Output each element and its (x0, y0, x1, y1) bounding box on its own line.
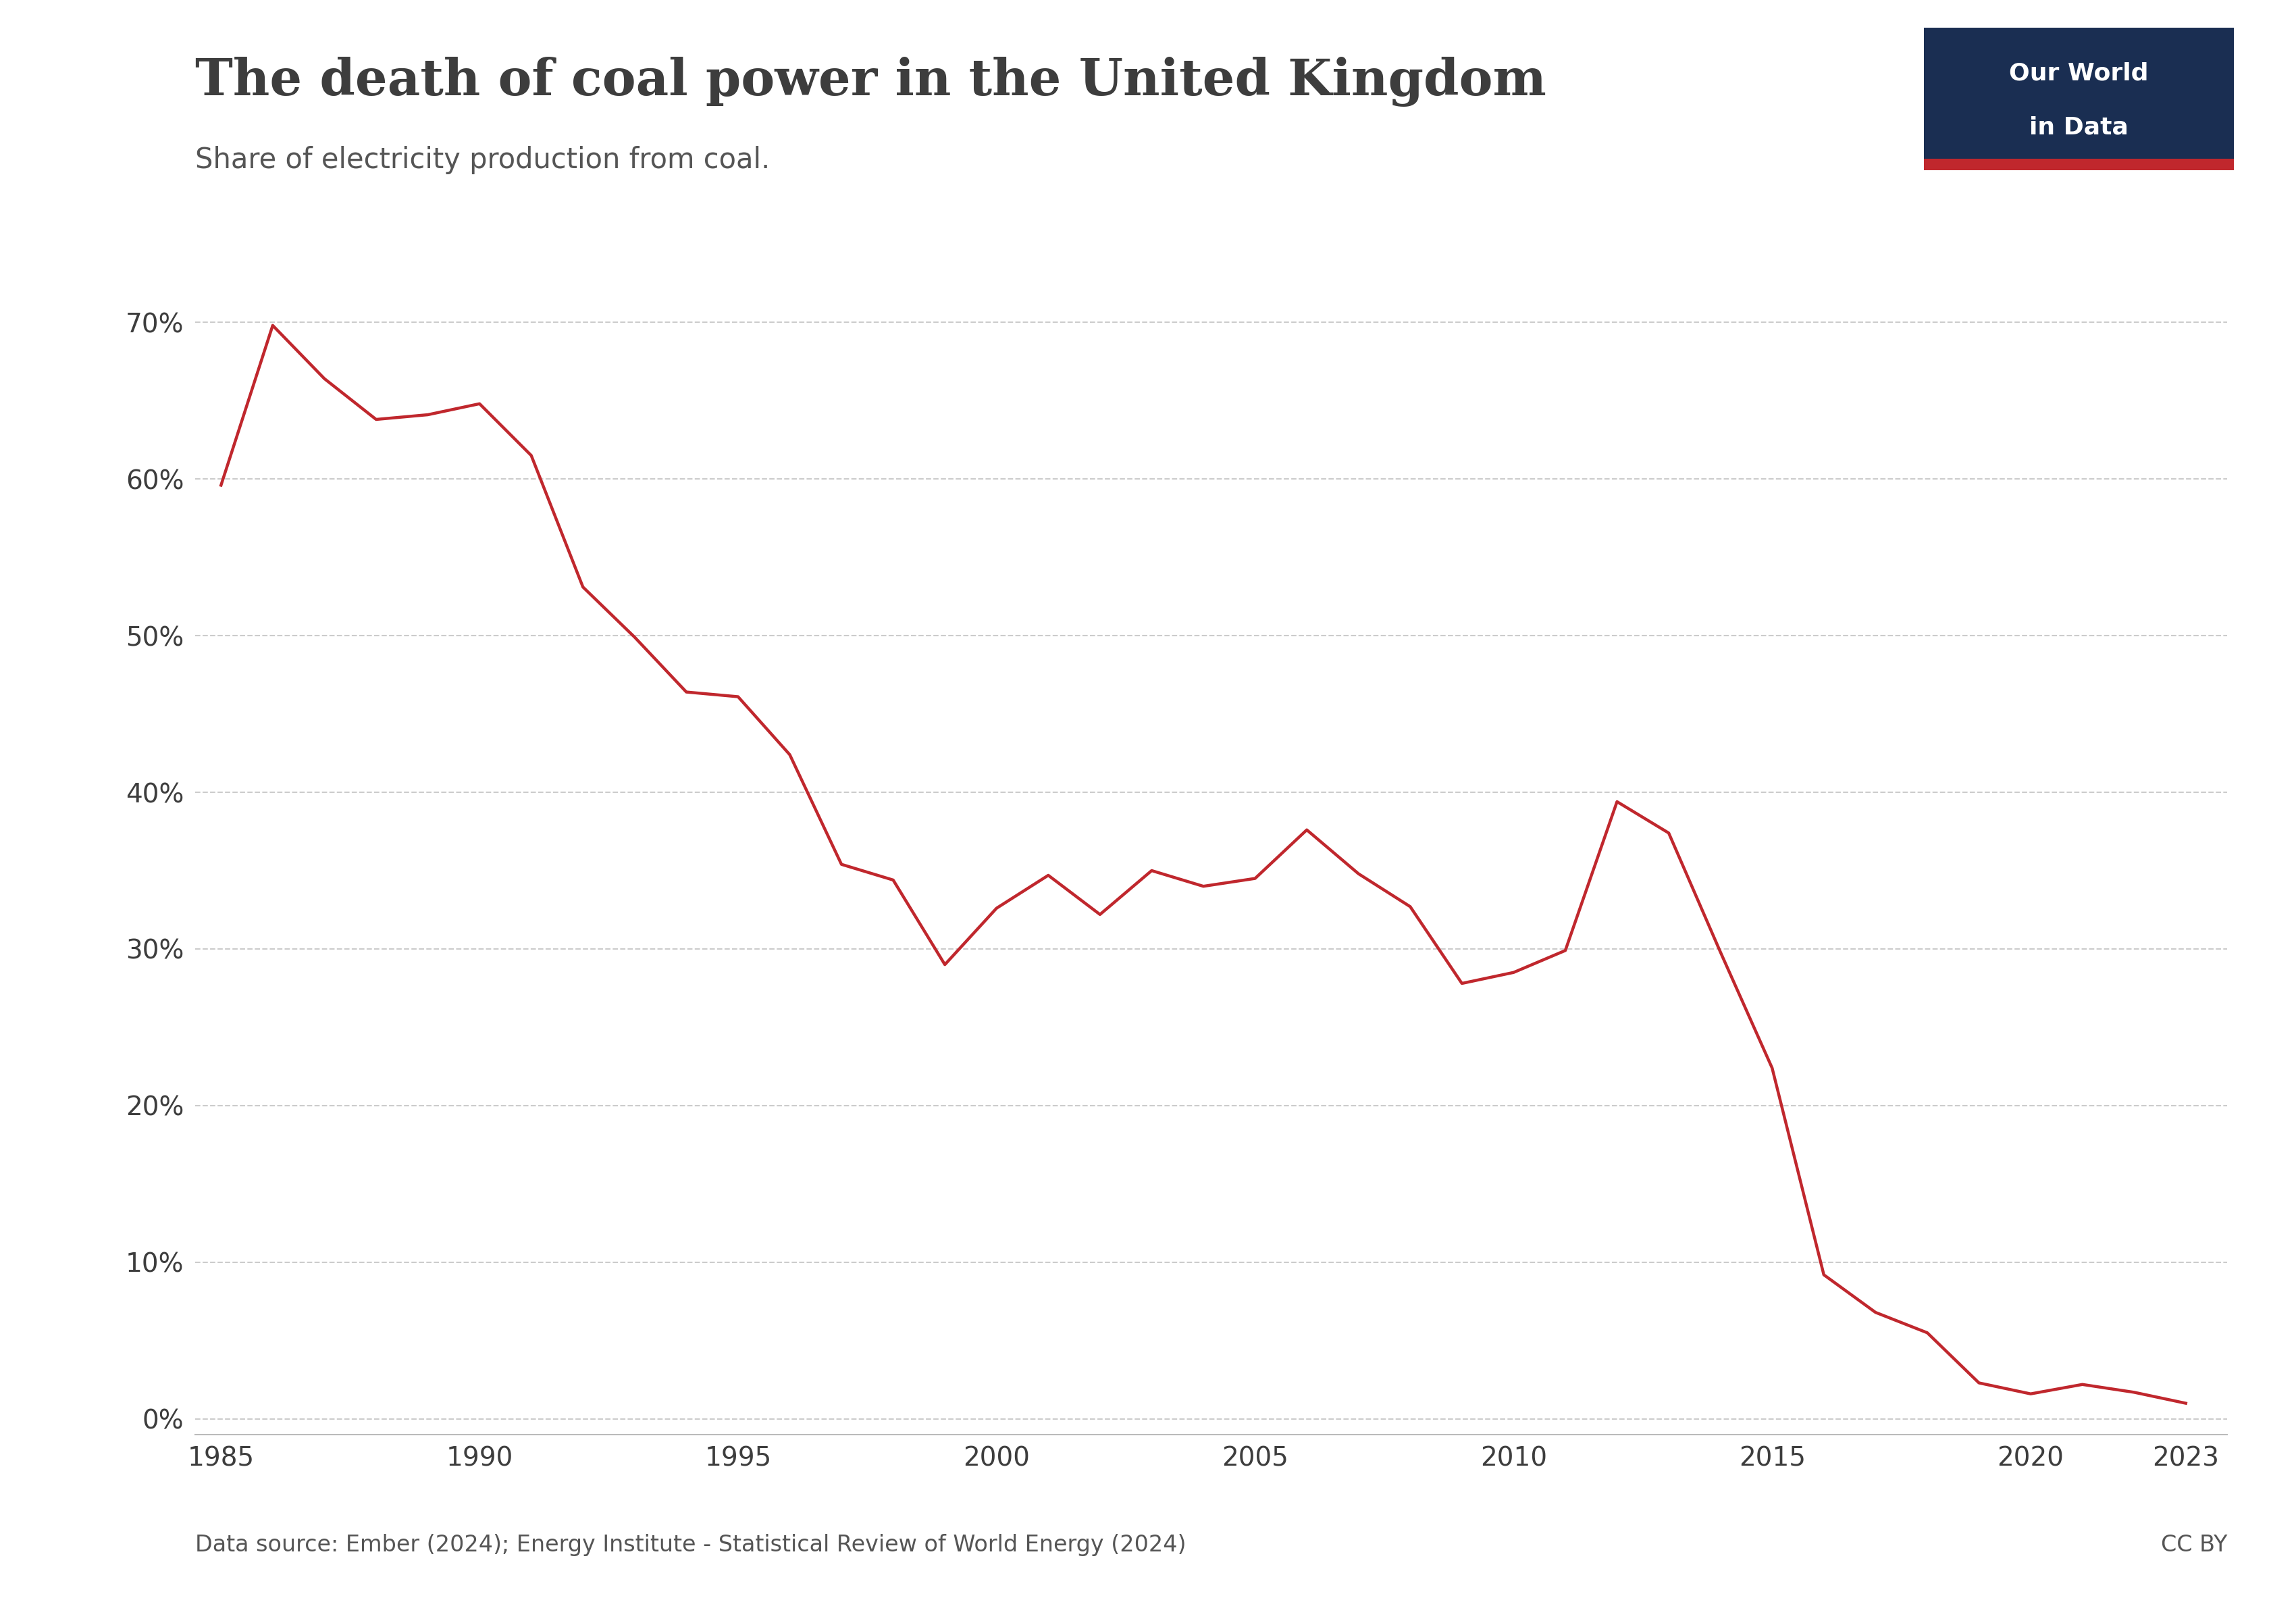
Text: CC BY: CC BY (2161, 1533, 2227, 1556)
Text: Share of electricity production from coal.: Share of electricity production from coa… (195, 146, 769, 173)
Text: Our World: Our World (2009, 62, 2149, 84)
Text: Data source: Ember (2024); Energy Institute - Statistical Review of World Energy: Data source: Ember (2024); Energy Instit… (195, 1533, 1187, 1556)
Text: The death of coal power in the United Kingdom: The death of coal power in the United Ki… (195, 57, 1545, 107)
Text: in Data: in Data (2030, 117, 2128, 139)
